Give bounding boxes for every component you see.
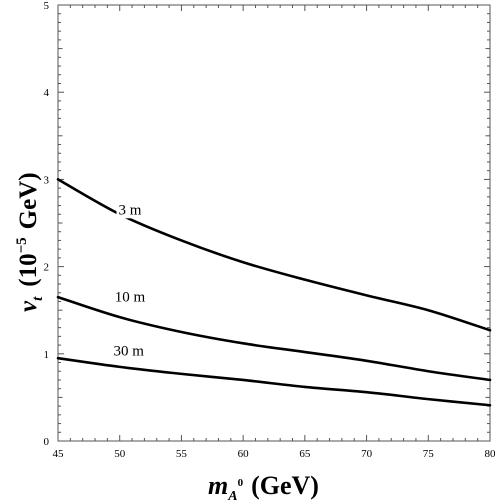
y-tick-label: 5 xyxy=(44,0,50,12)
y-axis-title: vt (10−5 GeV) xyxy=(14,172,46,312)
series-line-2 xyxy=(56,295,492,382)
curve-labels: 3 m 10 m 30 m xyxy=(111,202,153,360)
y-axis-subscript: t xyxy=(30,296,46,301)
curve-label-2: 10 m xyxy=(115,289,146,305)
x-tick-label: 80 xyxy=(485,448,497,460)
y-axis-unit: GeV) xyxy=(15,172,42,229)
x-axis-title: mA0 (GeV) xyxy=(208,471,319,503)
curve-label-1: 3 m xyxy=(118,202,141,218)
series-line-3 xyxy=(56,356,492,407)
plot-area-border xyxy=(57,4,491,442)
x-tick-label: 55 xyxy=(176,448,188,460)
x-tick-label: 75 xyxy=(423,448,435,460)
curve-label-3: 30 m xyxy=(114,344,145,360)
y-tick-label: 2 xyxy=(44,262,50,274)
x-axis-superscript: 0 xyxy=(238,477,244,489)
curve-label-backdrop xyxy=(112,289,149,306)
y-tick-label: 1 xyxy=(44,349,50,361)
curve-label-backdrop xyxy=(111,343,148,360)
x-axis-symbol: m xyxy=(208,471,228,500)
y-axis-prefix: (10 xyxy=(15,253,42,286)
x-axis-unit: (GeV) xyxy=(251,471,319,500)
x-axis-subscript: A xyxy=(227,489,237,503)
x-tick-label: 70 xyxy=(361,448,373,460)
y-tick-label: 3 xyxy=(44,174,50,186)
plot-frame xyxy=(57,4,491,442)
x-tick-label: 65 xyxy=(299,448,311,460)
y-tick-label: 4 xyxy=(44,87,50,99)
y-tick-label: 0 xyxy=(44,436,50,448)
curve-label-backdrop xyxy=(116,202,153,219)
x-tick-label: 45 xyxy=(53,448,65,460)
x-tick-label: 50 xyxy=(114,448,126,460)
y-axis-symbol: v xyxy=(15,300,42,312)
x-tick-label: 60 xyxy=(238,448,250,460)
y-axis-exponent: −5 xyxy=(14,237,30,253)
